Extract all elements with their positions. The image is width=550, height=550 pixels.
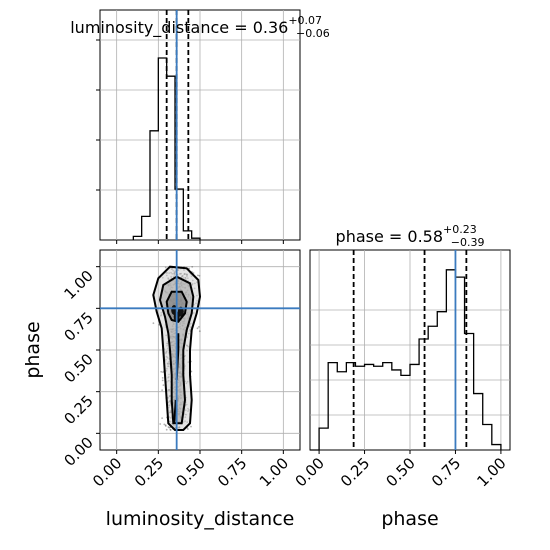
contour-outer bbox=[152, 265, 202, 431]
hist-phase-step bbox=[310, 269, 502, 451]
title-luminosity-distance-param: luminosity_distance bbox=[70, 18, 229, 38]
sample-point-122 bbox=[169, 428, 172, 431]
sample-point-87 bbox=[196, 327, 199, 330]
tick-labels: 0.00 0.25 0.50 0.75 1.000.000.250.500.751.00… bbox=[60, 267, 509, 491]
sample-point-126 bbox=[187, 428, 189, 430]
sample-point-463 bbox=[165, 428, 168, 431]
sample-point-333 bbox=[198, 326, 200, 328]
sample-point-116 bbox=[161, 389, 164, 391]
xlabel-phase: phase bbox=[381, 508, 438, 530]
truth-lines bbox=[100, 10, 457, 450]
tick-label-joint-y-3: 0.75 bbox=[60, 308, 96, 344]
sample-point-801 bbox=[167, 426, 170, 428]
tick-label-joint-y-0: 0.00 bbox=[60, 433, 96, 469]
sample-point-30 bbox=[159, 423, 162, 425]
sample-point-389 bbox=[161, 417, 164, 419]
tick-label-joint-x-1: 0.25 bbox=[131, 454, 167, 490]
contour-ridge-1 bbox=[173, 399, 177, 424]
tick-label-phase-x-3: 0.75 bbox=[428, 454, 464, 490]
tick-label-phase-x-4: 1.00 bbox=[473, 454, 509, 490]
sample-point-464 bbox=[198, 274, 201, 277]
tick-label-phase-x-2: 0.50 bbox=[382, 454, 418, 490]
sample-point-99 bbox=[190, 425, 192, 428]
tick-label-joint-y-1: 0.25 bbox=[60, 392, 96, 428]
sample-point-60 bbox=[162, 371, 164, 373]
tick-label-joint-y-2: 0.50 bbox=[60, 350, 96, 386]
sample-point-100 bbox=[162, 384, 165, 386]
sample-point-129 bbox=[168, 426, 171, 429]
xlabel-luminosity-distance: luminosity_distance bbox=[106, 508, 295, 530]
tick-label-joint-y-4: 1.00 bbox=[60, 267, 96, 303]
tick-label-joint-x-0: 0.00 bbox=[89, 454, 125, 490]
title-phase-minus: −0.39 bbox=[451, 236, 485, 249]
sample-point-634 bbox=[198, 330, 201, 333]
title-luminosity-distance-plus: +0.07 bbox=[288, 14, 322, 27]
title-phase-plus: +0.23 bbox=[443, 223, 477, 236]
contour-inner bbox=[158, 275, 195, 425]
contour-core bbox=[165, 290, 188, 323]
ylabel-phase: phase bbox=[22, 321, 44, 378]
tick-label-joint-x-4: 1.00 bbox=[256, 454, 292, 490]
tick-label-phase-x-0: 0.00 bbox=[292, 454, 328, 490]
sample-point-125 bbox=[164, 424, 167, 426]
tick-label-joint-x-2: 0.50 bbox=[172, 454, 208, 490]
tick-label-phase-x-1: 0.25 bbox=[337, 454, 373, 490]
sample-point-309 bbox=[161, 377, 164, 379]
title-phase-param: phase bbox=[336, 227, 384, 246]
sample-point-583 bbox=[161, 379, 164, 382]
tick-label-joint-x-3: 0.75 bbox=[214, 454, 250, 490]
sample-point-473 bbox=[160, 370, 163, 373]
title-luminosity-distance-median: 0.36 bbox=[253, 18, 289, 37]
sample-point-155 bbox=[163, 423, 166, 426]
title-phase: phase = 0.58+0.23 −0.39 bbox=[336, 223, 485, 249]
title-luminosity-distance-minus: −0.06 bbox=[296, 27, 330, 40]
sample-point-642 bbox=[164, 266, 167, 269]
title-phase-median: 0.58 bbox=[407, 227, 443, 246]
title-luminosity-distance: luminosity_distance = 0.36+0.07 −0.06 bbox=[70, 14, 330, 40]
sample-point-454 bbox=[164, 425, 167, 427]
sample-point-288 bbox=[152, 322, 155, 325]
tick-marks bbox=[96, 39, 502, 454]
sample-point-565 bbox=[191, 266, 194, 268]
sample-point-415 bbox=[197, 274, 199, 277]
sample-point-222 bbox=[169, 429, 172, 431]
